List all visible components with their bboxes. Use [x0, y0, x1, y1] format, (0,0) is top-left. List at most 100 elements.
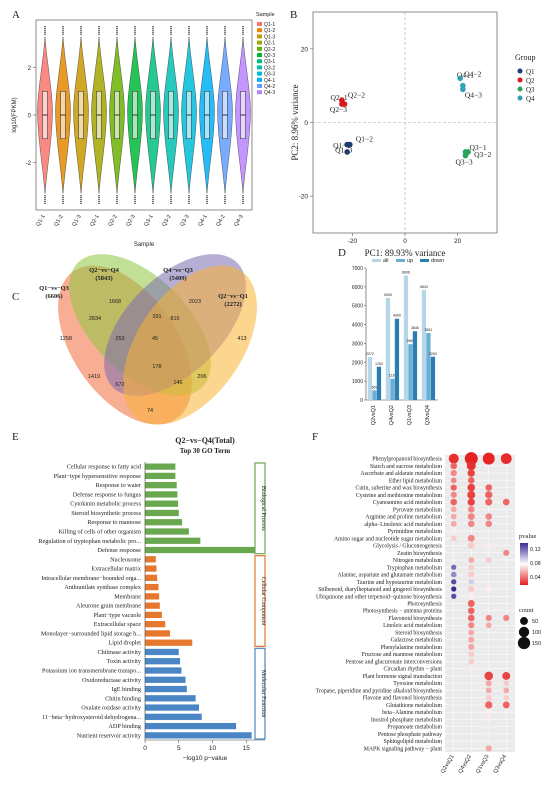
- x-tick-label: Q2vsQ1: [440, 754, 455, 774]
- pathway-label: Tryptophan metabolism: [387, 565, 443, 571]
- outlier-point: [80, 33, 82, 35]
- outlier-point: [188, 33, 190, 35]
- pathway-label: Amino sugar and nucleotide sugar metabol…: [334, 536, 443, 542]
- group-label: Biological Process: [260, 486, 266, 531]
- x-axis-label: PC1: 89.93% variance: [365, 248, 446, 258]
- outlier-point: [98, 195, 100, 197]
- dot-point: [466, 461, 476, 471]
- outlier-point: [62, 29, 64, 32]
- panel-label-c: C: [12, 291, 19, 303]
- outlier-point: [116, 198, 118, 201]
- outlier-point: [98, 31, 100, 34]
- outlier-point: [62, 202, 64, 205]
- outlier-point: [224, 196, 226, 199]
- y-axis-label: PC2: 8.96% variance: [290, 84, 300, 160]
- venn-set-count: (6606): [45, 293, 62, 300]
- go-bar: [145, 648, 179, 656]
- pathway-label: Steroid biosynthesis: [395, 630, 443, 636]
- outlier-point: [62, 198, 64, 201]
- dot-point: [451, 579, 457, 585]
- y-tick-label: 3000: [352, 341, 363, 347]
- legend-swatch: [257, 71, 262, 76]
- go-term-label: ADP binding: [108, 723, 141, 730]
- bar-down: [430, 356, 436, 400]
- outlier-point: [224, 33, 226, 35]
- dot-point: [485, 687, 492, 694]
- venn-set-count: (5409): [169, 275, 186, 282]
- go-term-label: Cytokinin metabolic process: [70, 501, 141, 508]
- outlier-point: [188, 195, 190, 197]
- go-term-label: Regulation of tryptophan metabolic pro..…: [38, 538, 141, 545]
- pathway-label: Linoleic acid metabolism: [383, 623, 442, 629]
- outlier-point: [80, 200, 82, 203]
- x-tick-label: Q4-2: [215, 214, 226, 228]
- outlier-point: [44, 29, 46, 32]
- outlier-point: [80, 29, 82, 32]
- bar-value-label: 1763: [375, 362, 383, 366]
- legend-swatch: [257, 53, 262, 57]
- color-tick-label: 0.08: [530, 561, 541, 567]
- go-bar: [145, 732, 252, 739]
- pathway-label: Fructose and mannose metabolism: [362, 652, 443, 658]
- outlier-point: [116, 33, 118, 35]
- dot-point: [451, 564, 457, 570]
- pca-plot: -20 0 20 -20 0 20 PC1: 89.93% variance PC2: 8.9…: [290, 11, 535, 258]
- y-tick-label: 5000: [352, 304, 363, 310]
- go-term-label: 11−beta−hydroxysteroid dehydrogena...: [42, 714, 141, 721]
- dot-point: [502, 498, 510, 506]
- x-tick-label: -20: [348, 238, 358, 245]
- outlier-point: [98, 196, 100, 199]
- plot-frame: [35, 19, 253, 211]
- go-term-label: Membrane: [114, 593, 141, 600]
- go-bar: [145, 500, 179, 507]
- dot-point: [451, 593, 457, 599]
- dot-point: [468, 579, 474, 585]
- legend-label: Q3: [526, 86, 535, 94]
- go-bar: [145, 611, 162, 619]
- outlier-point: [170, 27, 172, 30]
- outlier-point: [134, 198, 136, 201]
- pathway-label: Plant hormone signal transduction: [363, 674, 442, 680]
- pathway-label: Galactose metabolism: [391, 638, 443, 644]
- pathway-label: Ubiquinone and other terpenoid−quinone b…: [316, 594, 443, 600]
- outlier-point: [98, 33, 100, 35]
- outlier-point: [242, 202, 244, 205]
- dot-point: [500, 453, 512, 465]
- group-strip: [254, 555, 266, 647]
- dot-point: [468, 564, 475, 571]
- go-term-label: Defense response to fungus: [73, 491, 142, 498]
- go-bar: [145, 685, 187, 693]
- dot-point: [467, 469, 475, 477]
- outlier-point: [62, 200, 64, 203]
- go-bar: [145, 519, 183, 526]
- go-term-label: Chitin binding: [105, 695, 141, 702]
- pathway-label: Nitrogen metabolism: [393, 558, 443, 564]
- pathway-label: Phenylpropanoid biosynthesis: [372, 457, 442, 463]
- pca-point: [460, 86, 466, 93]
- color-tick-label: 0.12: [530, 547, 541, 553]
- outlier-point: [188, 27, 190, 30]
- y-axis-label: log10(FPKM): [12, 97, 18, 132]
- outlier-point: [116, 195, 118, 197]
- legend-swatch: [372, 259, 381, 262]
- legend-label: up: [407, 258, 413, 264]
- dot-point: [467, 534, 475, 542]
- outlier-point: [170, 29, 172, 32]
- dot-point: [450, 491, 457, 498]
- pathway-label: Tropane, piperidine and pyridine alkaloi…: [316, 688, 443, 694]
- pca-point: [462, 152, 469, 159]
- y-tick-label: 2: [28, 66, 32, 72]
- pca-point: [457, 75, 464, 82]
- venn-set-count: (2272): [224, 301, 241, 308]
- pathway-label: Phenylalanine metabolism: [381, 645, 443, 651]
- dot-point: [464, 452, 478, 466]
- y-tick-label: 1000: [352, 379, 363, 385]
- dot-point: [467, 614, 475, 622]
- venn-diagram: Q1−vs−Q3(6606) Q2−vs−Q4(5843) Q4−vs−Q3(540…: [39, 254, 257, 425]
- x-tick-label: Q2vsQ1: [371, 405, 377, 425]
- dot-point: [467, 520, 475, 528]
- venn-region-value: 391: [152, 314, 161, 320]
- go-term-label: Extracellular matrix: [91, 566, 142, 573]
- outlier-point: [152, 195, 154, 197]
- go-term-label: Killing of cells of other organism: [58, 529, 141, 536]
